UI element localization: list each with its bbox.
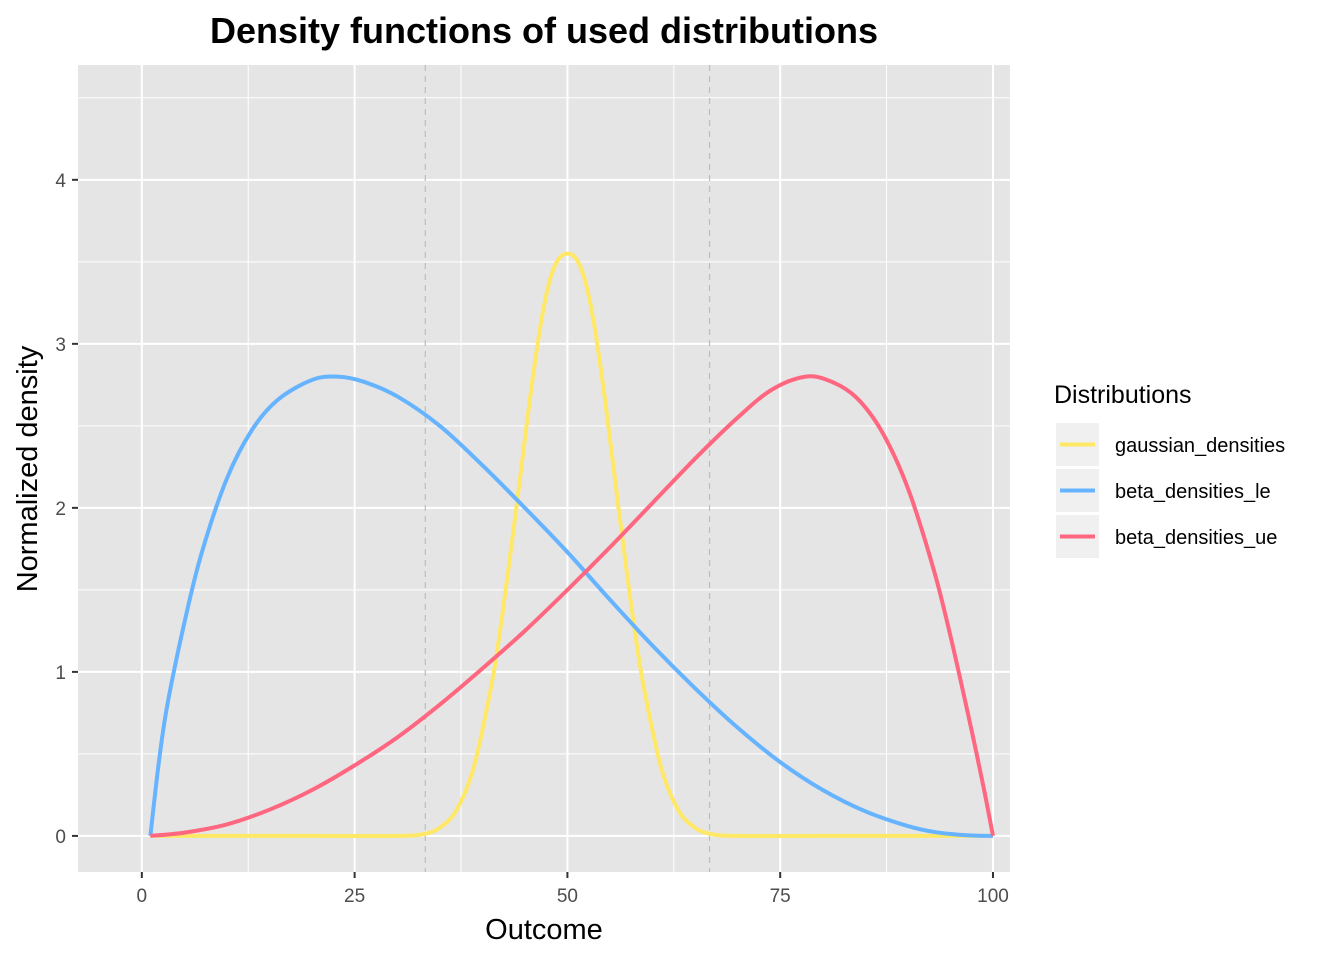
series-layer <box>148 251 995 839</box>
x-tick-label: 75 <box>770 886 791 907</box>
y-axis: 0 1 2 3 4 <box>55 171 78 848</box>
legend-label: beta_densities_ue <box>1115 527 1277 549</box>
y-tick-label: 4 <box>55 171 66 192</box>
x-tick-label: 25 <box>344 886 365 907</box>
legend-title: Distributions <box>1054 381 1192 409</box>
y-tick-label: 1 <box>55 663 66 684</box>
reference-lines <box>424 65 711 872</box>
series-line-gaussian-densities <box>150 251 993 839</box>
y-axis-title: Normalized density <box>12 345 44 592</box>
legend: Distributions gaussian_densities beta_den… <box>1054 381 1285 558</box>
x-axis: 0 25 50 75 100 <box>137 872 1009 907</box>
legend-label: gaussian_densities <box>1115 435 1285 457</box>
plot-panel <box>78 65 1010 872</box>
series-line-beta-densities-le <box>148 374 994 838</box>
y-tick-label: 3 <box>55 335 66 356</box>
y-tick-label: 0 <box>55 827 66 848</box>
legend-items: gaussian_densities beta_densities_le beta_… <box>1056 423 1285 558</box>
legend-label: beta_densities_le <box>1115 481 1271 503</box>
series-line-beta-densities-ue <box>150 374 995 838</box>
x-axis-title: Outcome <box>485 914 603 946</box>
x-tick-label: 0 <box>137 886 148 907</box>
x-tick-label: 50 <box>557 886 578 907</box>
minor-grid <box>78 65 1010 872</box>
x-tick-label: 100 <box>977 886 1009 907</box>
chart-title: Density functions of used distributions <box>210 10 878 51</box>
y-tick-label: 2 <box>55 499 66 520</box>
